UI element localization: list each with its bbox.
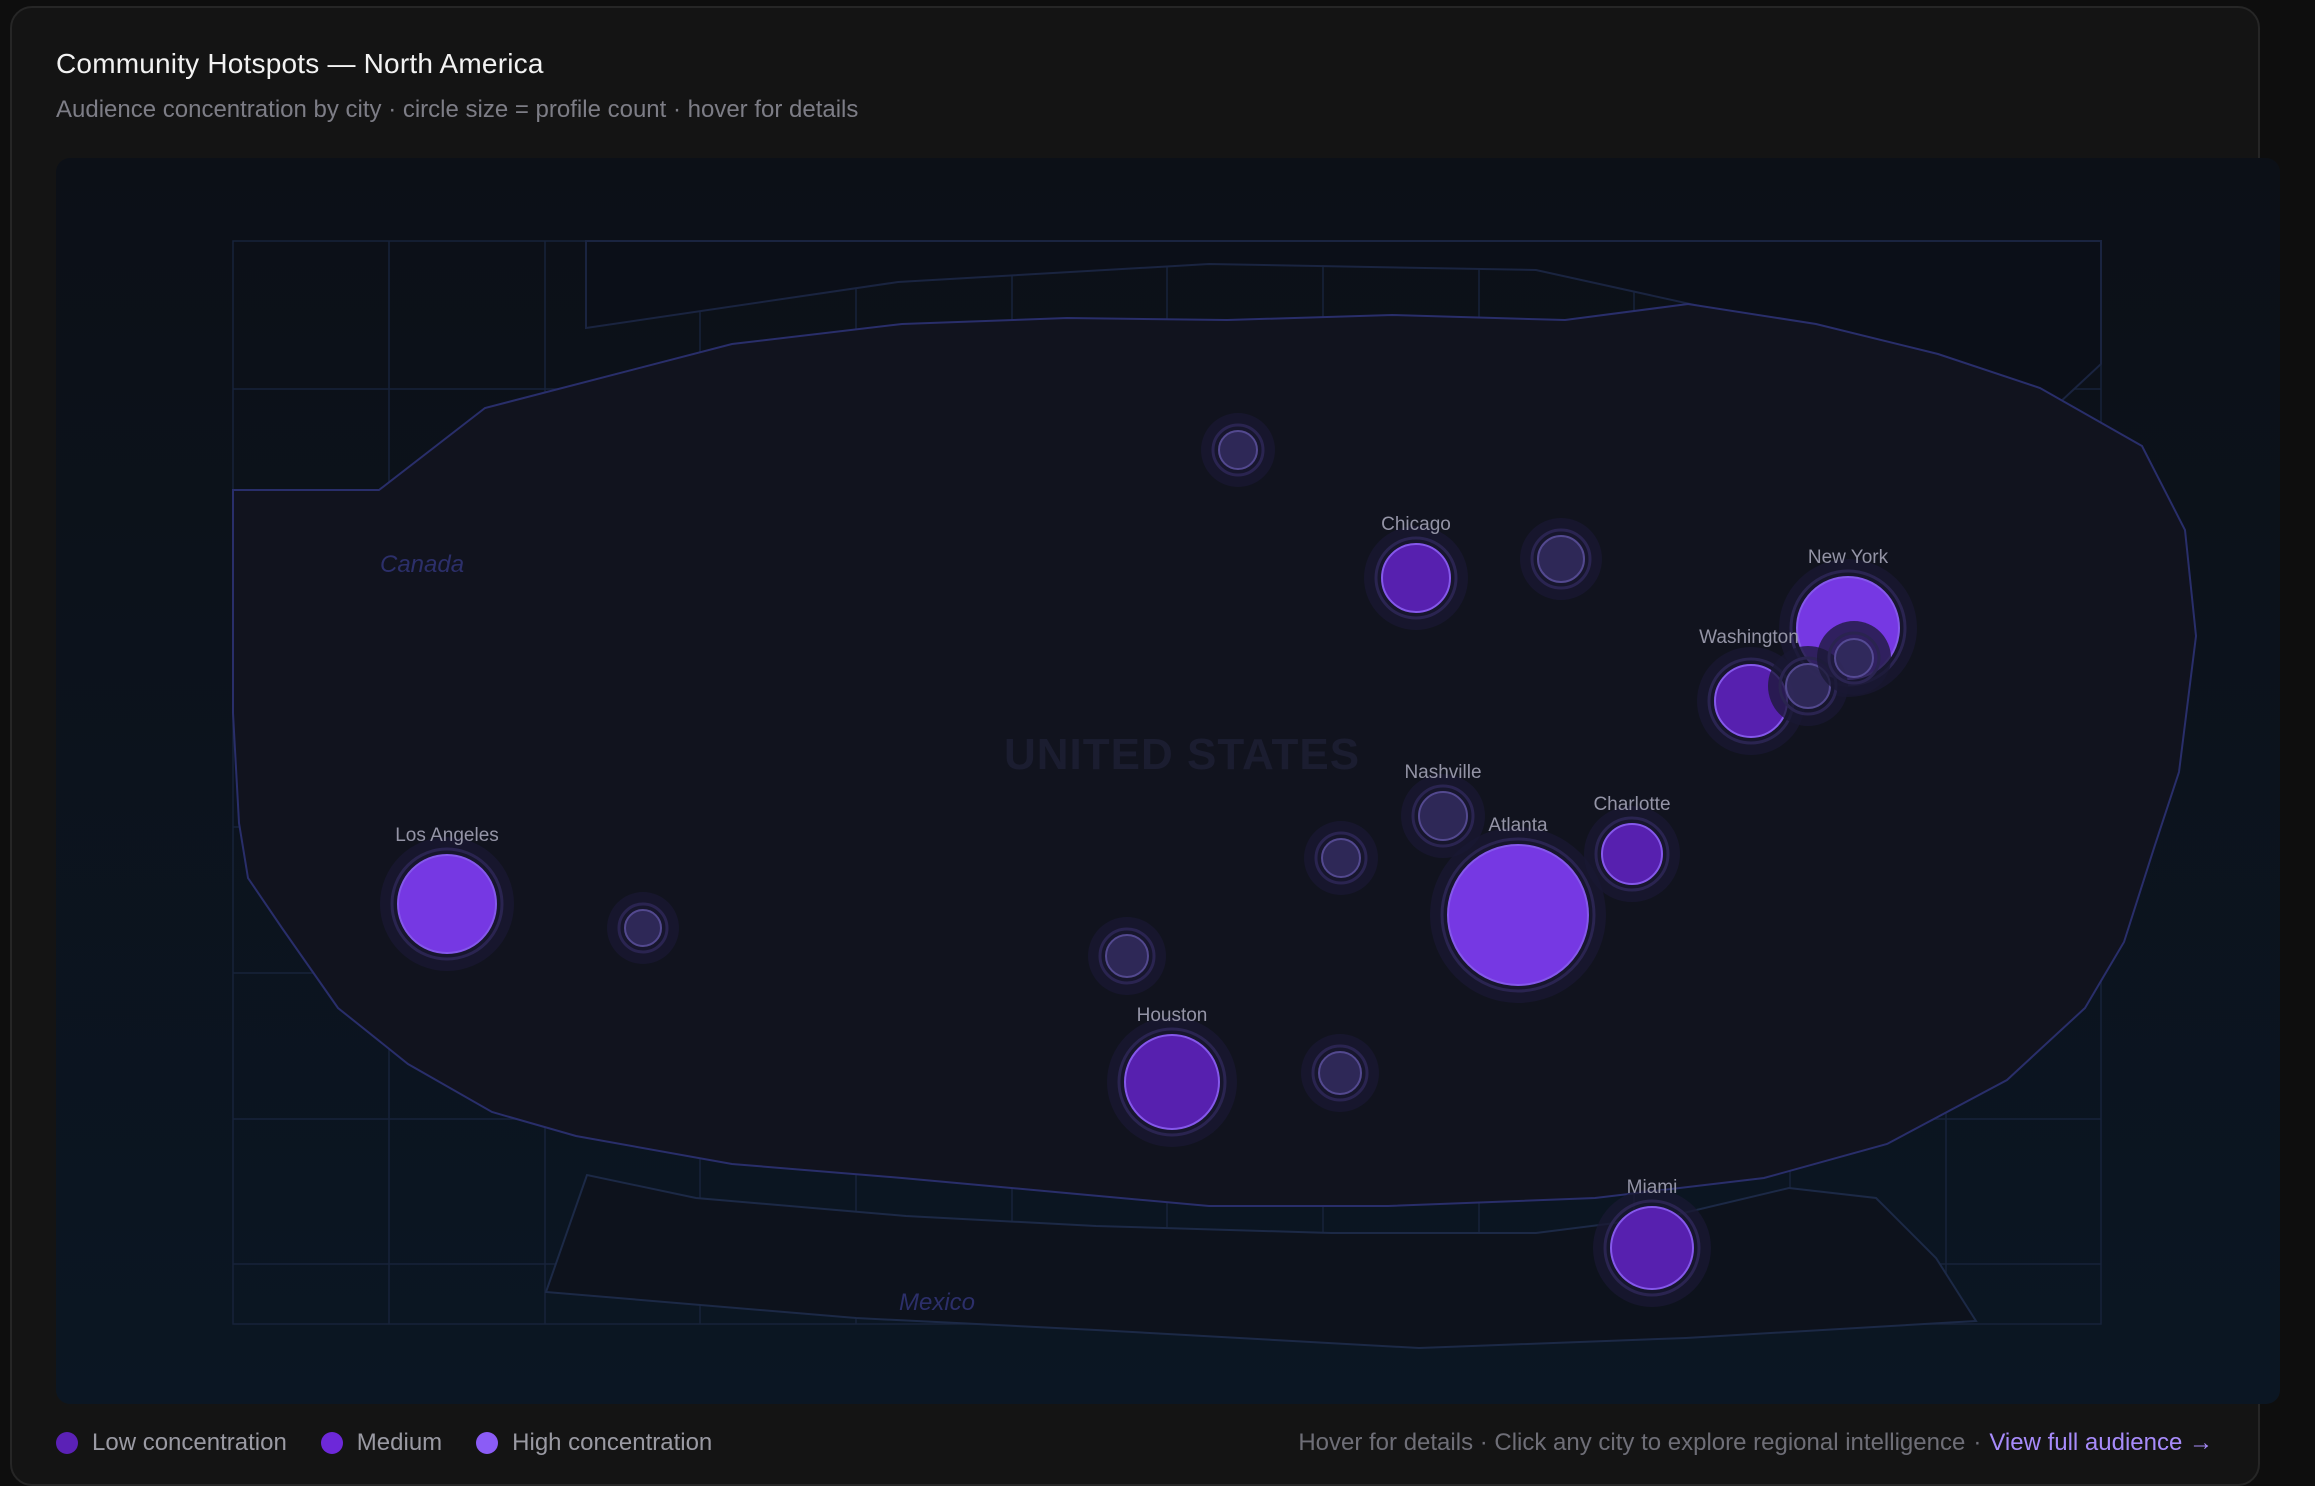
low-swatch-icon bbox=[56, 1432, 78, 1454]
city-ring bbox=[1603, 1199, 1701, 1297]
city-ring bbox=[1117, 1027, 1227, 1137]
city-label-washington: Washington bbox=[1699, 627, 1799, 648]
city-dot[interactable] bbox=[1321, 838, 1361, 878]
city-label-nashville: Nashville bbox=[1404, 762, 1481, 783]
city-ring bbox=[1314, 831, 1368, 885]
card-subtitle: Audience concentration by city · circle … bbox=[56, 96, 859, 123]
legend-item-low: Low concentration bbox=[56, 1429, 287, 1457]
city-ring bbox=[1211, 423, 1265, 477]
hotspots-card: Community Hotspots — North America Audie… bbox=[10, 6, 2280, 1486]
city-dot[interactable] bbox=[1537, 535, 1585, 583]
legend-item-medium: Medium bbox=[320, 1429, 443, 1457]
city-label-miami: Miami bbox=[1627, 1177, 1678, 1198]
city-ring bbox=[1530, 528, 1592, 590]
city-ring bbox=[1311, 1044, 1369, 1102]
city-dot[interactable] bbox=[1381, 543, 1451, 613]
city-marker-unlabeled-4[interactable] bbox=[1817, 621, 1891, 695]
view-full-audience-link[interactable]: View full audience → bbox=[1989, 1429, 2213, 1456]
city-dot[interactable] bbox=[1124, 1034, 1220, 1130]
legend-item-high: High concentration bbox=[476, 1429, 712, 1457]
footer-hint: Hover for details · Click any city to ex… bbox=[1298, 1429, 1966, 1456]
medium-swatch-icon bbox=[320, 1432, 343, 1454]
city-dot[interactable] bbox=[624, 909, 662, 947]
map-footer: Hover for details · Click any city to ex… bbox=[1298, 1426, 2213, 1460]
city-dot[interactable] bbox=[1218, 430, 1258, 470]
city-label-atlanta: Atlanta bbox=[1488, 815, 1548, 836]
city-dot[interactable] bbox=[1601, 823, 1663, 885]
city-marker-unlabeled-1[interactable] bbox=[1201, 413, 1275, 487]
city-dot[interactable] bbox=[397, 854, 497, 954]
city-ring bbox=[1594, 816, 1670, 892]
city-marker-atlanta[interactable]: Atlanta bbox=[1430, 815, 1606, 1003]
hotspot-map[interactable]: Canada UNITED STATES Mexico Los Angeles C… bbox=[56, 158, 2280, 1404]
city-ring bbox=[1440, 837, 1596, 993]
city-label-los-angeles: Los Angeles bbox=[395, 825, 499, 846]
city-marker-nashville[interactable]: Nashville bbox=[1401, 762, 1485, 858]
concentration-legend: Low concentration Medium High concentrat… bbox=[56, 1426, 746, 1460]
mexico-label: Mexico bbox=[899, 1289, 975, 1316]
city-label-new-york: New York bbox=[1808, 547, 1889, 568]
city-marker-los-angeles[interactable]: Los Angeles bbox=[380, 825, 514, 971]
city-label-houston: Houston bbox=[1137, 1005, 1208, 1026]
city-marker-unlabeled-8[interactable] bbox=[1301, 1034, 1379, 1112]
city-dot[interactable] bbox=[1418, 791, 1468, 841]
city-marker-miami[interactable]: Miami bbox=[1593, 1177, 1711, 1307]
city-markers[interactable]: Los Angeles Chicago New York Washington Nash… bbox=[380, 413, 1917, 1307]
city-dot[interactable] bbox=[1834, 638, 1874, 678]
city-marker-unlabeled-7[interactable] bbox=[1088, 917, 1166, 995]
city-ring bbox=[1827, 631, 1881, 685]
city-dot[interactable] bbox=[1610, 1206, 1694, 1290]
city-dot[interactable] bbox=[1105, 934, 1149, 978]
usa-label: UNITED STATES bbox=[1004, 730, 1360, 779]
city-dot[interactable] bbox=[1318, 1051, 1362, 1095]
map-canvas: Canada UNITED STATES Mexico Los Angeles C… bbox=[232, 240, 2198, 1350]
city-marker-unlabeled-2[interactable] bbox=[1520, 518, 1602, 600]
usa-shape bbox=[232, 302, 2198, 1207]
card-title: Community Hotspots — North America bbox=[56, 48, 544, 79]
legend-label-high: High concentration bbox=[512, 1429, 713, 1456]
city-ring bbox=[390, 847, 504, 961]
city-label-chicago: Chicago bbox=[1381, 514, 1451, 535]
city-marker-houston[interactable]: Houston bbox=[1107, 1005, 1237, 1147]
legend-label-medium: Medium bbox=[356, 1429, 443, 1456]
mexico-shape bbox=[544, 1173, 1978, 1350]
legend-label-low: Low concentration bbox=[92, 1429, 287, 1456]
city-label-charlotte: Charlotte bbox=[1593, 794, 1670, 815]
city-ring bbox=[1098, 927, 1156, 985]
city-ring bbox=[617, 902, 669, 954]
city-ring bbox=[1411, 784, 1475, 848]
canada-label: Canada bbox=[380, 551, 464, 578]
city-marker-chicago[interactable]: Chicago bbox=[1364, 514, 1468, 630]
city-marker-unlabeled-6[interactable] bbox=[607, 892, 679, 964]
city-marker-charlotte[interactable]: Charlotte bbox=[1584, 794, 1680, 902]
footer-separator: · bbox=[1973, 1429, 1982, 1456]
high-swatch-icon bbox=[476, 1432, 499, 1454]
city-marker-unlabeled-5[interactable] bbox=[1304, 821, 1378, 895]
city-dot[interactable] bbox=[1447, 844, 1589, 986]
city-ring bbox=[1374, 536, 1458, 620]
